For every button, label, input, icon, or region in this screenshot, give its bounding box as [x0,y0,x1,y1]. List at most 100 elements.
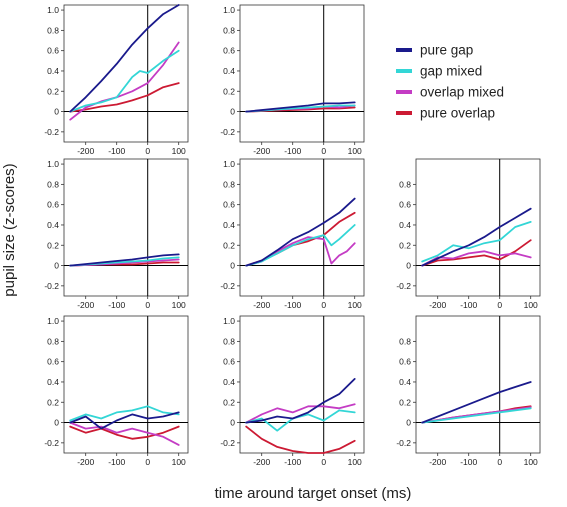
y-tick-label: 0.2 [47,86,59,96]
panel-row3-col1: -0.2 0 0.2 0.4 0.6 0.8 1.0 -200 -100 0 100 [44,315,189,467]
y-tick-label: 0 [230,107,235,117]
x-tick-label: 0 [321,146,326,156]
x-tick-label: 0 [145,457,150,467]
y-tick-label: -0.2 [396,281,411,291]
panel-frame [239,315,365,454]
x-tick-label: 0 [497,300,502,310]
series-line-pure-overlap [245,425,356,454]
series-line-pure-gap [421,207,532,267]
y-tick-label: -0.2 [44,127,59,137]
series-line-pure-overlap [69,82,180,113]
x-tick-label: -200 [77,146,94,156]
x-axis-label: time around target onset (ms) [215,485,412,502]
y-tick-label: 0.2 [223,86,235,96]
x-tick-label: 100 [172,457,186,467]
x-tick-label: -100 [284,457,301,467]
panel-frame [63,158,189,297]
series-line-overlap-mixed [69,421,180,446]
y-tick-label: 0.8 [47,25,59,35]
series-line-pure-gap [69,4,180,113]
series-line-pure-gap [421,381,532,424]
y-tick-label: 0.8 [399,179,411,189]
y-tick-label: 0 [54,107,59,117]
panels: -0.2 0 0.2 0.4 0.6 0.8 1.0 -200 -100 0 100 -0.2 0 0.2… [44,4,541,467]
panel-frame [63,4,189,143]
y-tick-label: 0.6 [399,200,411,210]
legend-label-0: pure gap [420,43,473,58]
series-line-overlap-mixed [245,403,356,424]
x-tick-label: 100 [348,457,362,467]
y-tick-label: 0.4 [223,220,235,230]
y-tick-label: 0.4 [223,377,235,387]
x-tick-label: -100 [460,457,477,467]
x-tick-label: 100 [524,457,538,467]
y-tick-label: 0.6 [47,200,59,210]
panel-frame [239,4,365,143]
x-tick-label: 100 [524,300,538,310]
y-tick-label: 0 [406,418,411,428]
panel-row1-col2: -0.2 0 0.2 0.4 0.6 0.8 1.0 -200 -100 0 100 [220,4,365,156]
panel-row1-col1: -0.2 0 0.2 0.4 0.6 0.8 1.0 -200 -100 0 100 [44,4,189,156]
x-tick-label: 100 [172,146,186,156]
x-tick-label: 0 [497,457,502,467]
panel-row2-col3: -0.2 0 0.2 0.4 0.6 0.8 -200 -100 0 100 [396,158,541,310]
y-tick-label: 1.0 [47,5,59,15]
series-line-overlap-mixed [69,41,180,121]
y-tick-label: 0.6 [399,357,411,367]
y-tick-label: 0.6 [47,357,59,367]
y-tick-label: 0.4 [399,220,411,230]
x-tick-label: 100 [348,300,362,310]
y-tick-label: -0.2 [220,127,235,137]
x-tick-label: -200 [253,457,270,467]
y-tick-label: 0.4 [47,377,59,387]
y-tick-label: 0 [230,261,235,271]
y-tick-label: 0.4 [223,66,235,76]
x-tick-label: 0 [145,146,150,156]
y-tick-label: 0.2 [399,240,411,250]
x-tick-label: 0 [321,457,326,467]
y-tick-label: -0.2 [220,438,235,448]
legend-label-3: pure overlap [420,106,495,121]
x-tick-label: -200 [77,457,94,467]
x-tick-label: -200 [429,300,446,310]
x-tick-label: 0 [321,300,326,310]
y-tick-label: 0.6 [223,46,235,56]
y-tick-label: 1.0 [47,159,59,169]
x-tick-label: 0 [145,300,150,310]
y-tick-label: 0 [54,261,59,271]
x-tick-label: -100 [108,146,125,156]
legend-label-2: overlap mixed [420,85,504,100]
y-tick-label: 0.2 [223,397,235,407]
y-tick-label: -0.2 [220,281,235,291]
series-line-pure-gap [245,197,356,267]
y-tick-label: 0.8 [399,336,411,346]
series-line-pure-gap [69,253,180,267]
series-line-gap-mixed [245,224,356,267]
series-line-gap-mixed [69,405,180,422]
legend: pure gap gap mixed overlap mixed pure overl… [396,43,504,121]
y-tick-label: 1.0 [223,316,235,326]
y-tick-label: 0.6 [223,357,235,367]
x-tick-label: -100 [460,300,477,310]
y-tick-label: 0.2 [47,240,59,250]
y-tick-label: 0.8 [47,179,59,189]
y-tick-label: 1.0 [223,5,235,15]
x-tick-label: -200 [253,146,270,156]
panel-frame [63,315,189,454]
series-line-gap-mixed [421,220,532,263]
y-tick-label: 0 [54,418,59,428]
x-tick-label: -200 [429,457,446,467]
y-tick-label: 0 [230,418,235,428]
x-tick-label: -100 [108,457,125,467]
y-tick-label: 0.4 [47,66,59,76]
y-tick-label: 0.6 [47,46,59,56]
y-tick-label: 0.8 [223,336,235,346]
y-tick-label: 0.2 [223,240,235,250]
x-tick-label: 100 [172,300,186,310]
panel-row2-col1: -0.2 0 0.2 0.4 0.6 0.8 1.0 -200 -100 0 100 [44,158,189,310]
series-line-pure-overlap [421,239,532,267]
series-line-gap-mixed [69,49,180,113]
y-tick-label: 1.0 [223,159,235,169]
y-tick-label: 0.2 [47,397,59,407]
